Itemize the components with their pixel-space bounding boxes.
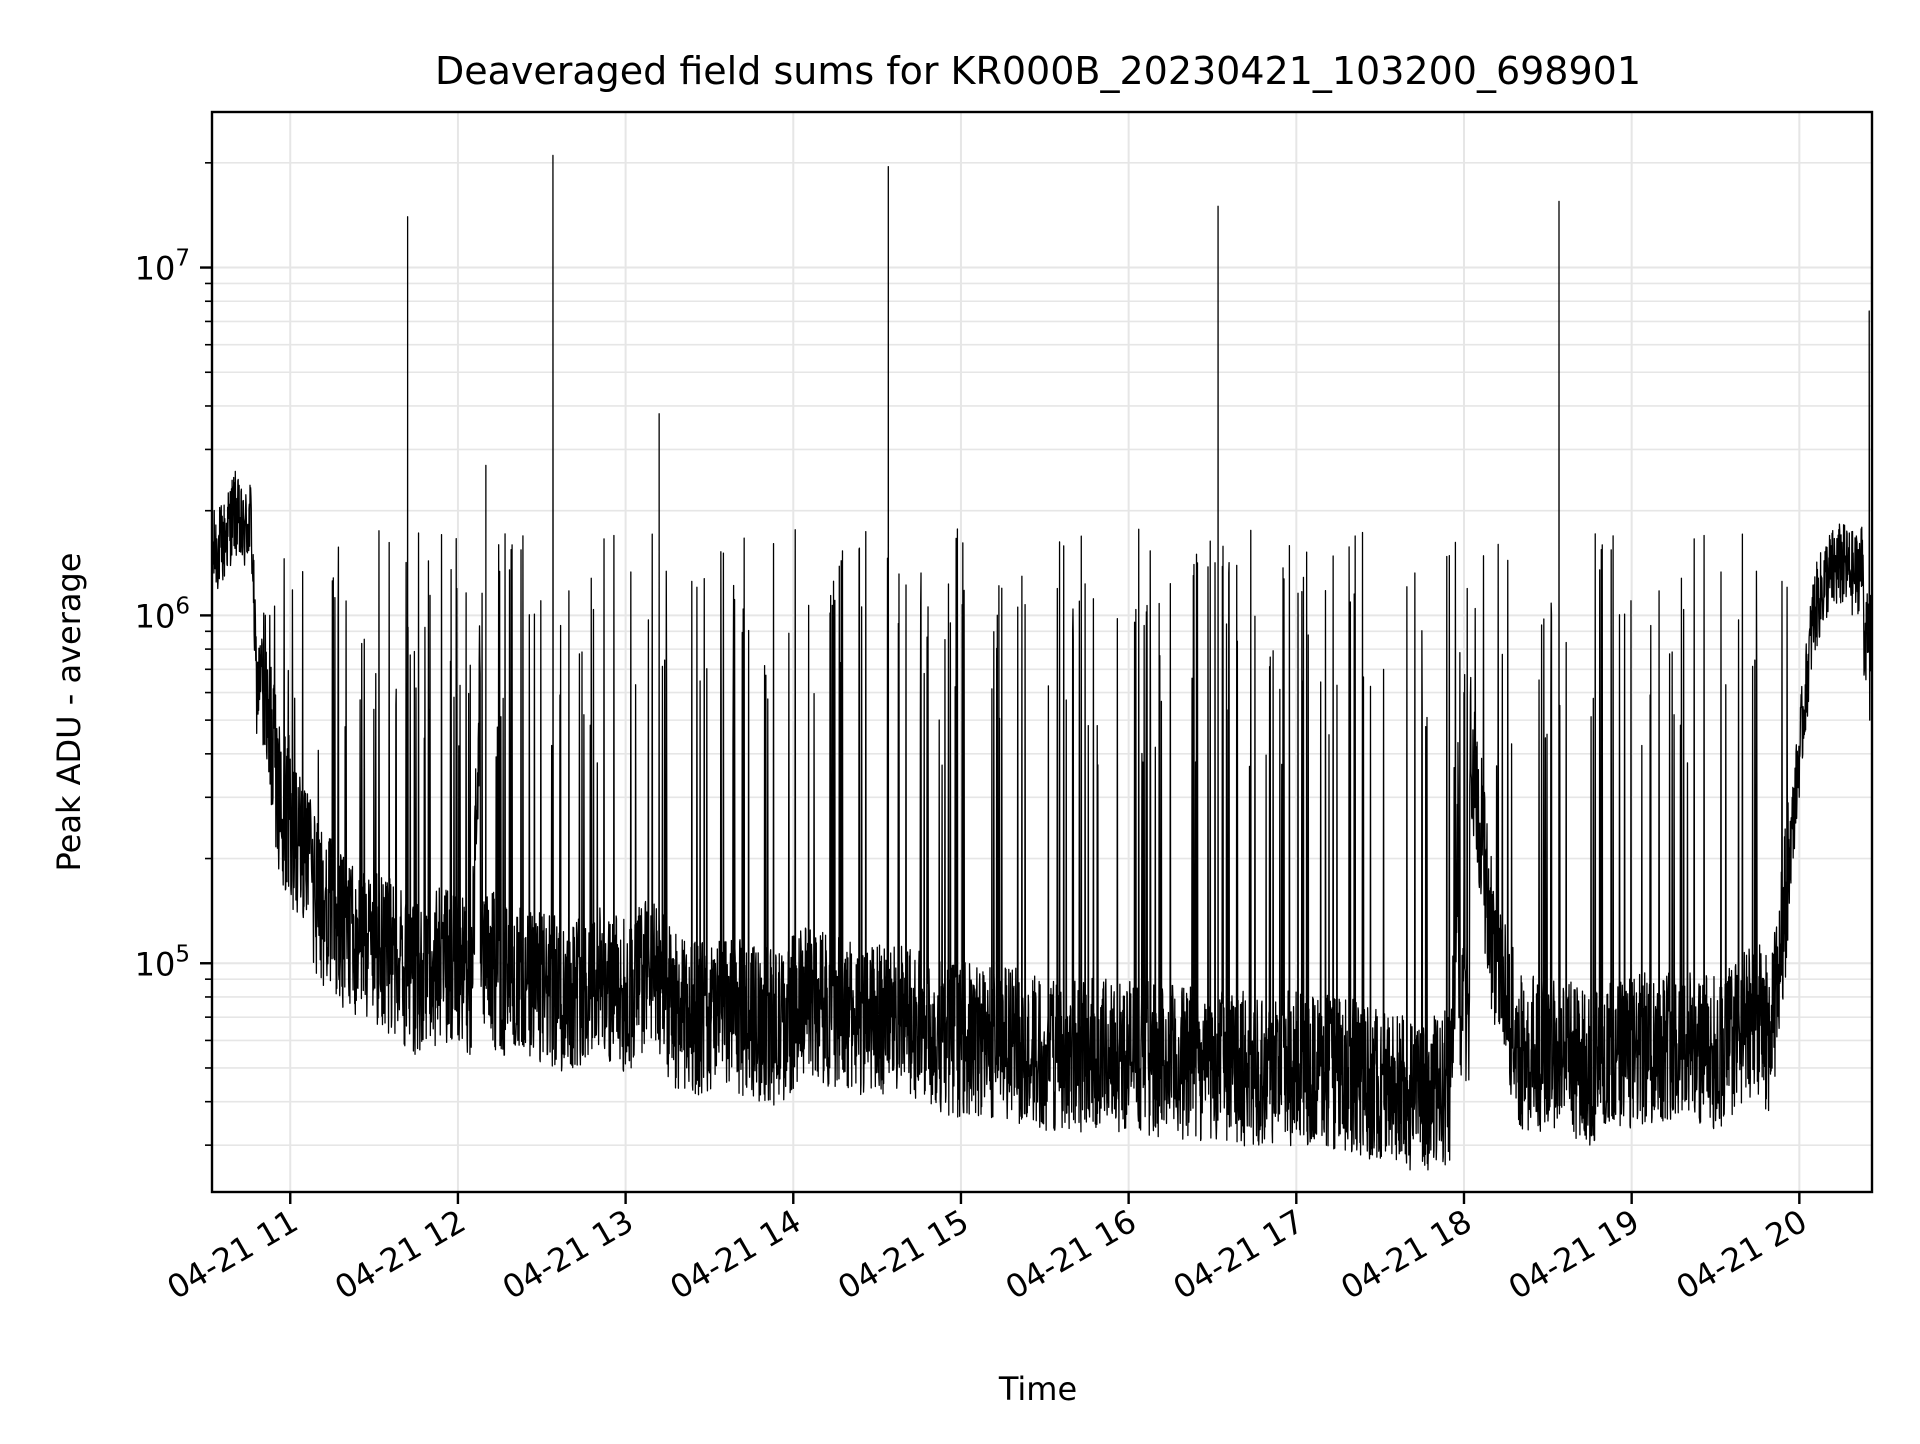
y-axis-label: Peak ADU - average bbox=[50, 553, 88, 872]
series-line-layer bbox=[211, 154, 1873, 1171]
series-line bbox=[211, 154, 1873, 1171]
y-tick-label: 107 bbox=[135, 246, 190, 288]
y-tick-label: 105 bbox=[135, 941, 190, 983]
axes bbox=[200, 110, 1874, 1204]
x-axis-label: Time bbox=[998, 1370, 1077, 1408]
plot-frame bbox=[210, 110, 1874, 1194]
y-tick-label: 106 bbox=[135, 593, 190, 635]
chart-title: Deaveraged field sums for KR000B_2023042… bbox=[435, 49, 1641, 93]
